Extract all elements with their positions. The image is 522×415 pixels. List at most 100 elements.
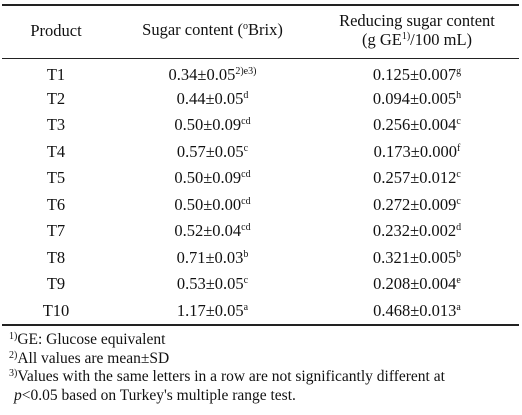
sugar-superscript: d (243, 89, 249, 101)
cell-sugar-content: 0.50±0.09cd (110, 112, 315, 139)
reducing-superscript: c (456, 116, 461, 128)
cell-product: T1 (2, 59, 110, 86)
footnote-3-cont: <0.05 based on Turkey's multiple range t… (21, 386, 296, 404)
cell-sugar-content: 0.57±0.05c (110, 139, 315, 166)
footnote-3-cont-line: p<0.05 based on Turkey's multiple range … (9, 387, 520, 406)
cell-product: T3 (2, 112, 110, 139)
cell-reducing-sugar: 0.232±0.002d (315, 218, 519, 245)
sugar-superscript: cd (241, 195, 251, 207)
cell-sugar-content: 0.44±0.05d (110, 86, 315, 113)
sugar-superscript: a (243, 301, 249, 313)
sugar-value: 1.17±0.05 (176, 300, 244, 320)
cell-sugar-content: 0.52±0.04cd (110, 218, 315, 245)
header-sugar-sup: o (242, 21, 248, 32)
footnote-3: 3)Values with the same letters in a row … (9, 368, 520, 405)
reducing-superscript: c (456, 169, 461, 181)
sugar-value: 0.52±0.04 (174, 221, 242, 241)
sugar-value: 0.50±0.09 (174, 168, 242, 188)
table-row: T1 0.34±0.052)e3) 0.125±0.007g (2, 59, 519, 86)
table-row: T10 1.17±0.05a 0.468±0.013a (2, 298, 519, 325)
cell-reducing-sugar: 0.468±0.013a (315, 298, 519, 325)
product-name: T5 (46, 168, 66, 188)
reducing-value: 0.125±0.007 (372, 64, 457, 84)
header-rule (2, 58, 519, 59)
sugar-superscript: c (243, 142, 249, 154)
cell-reducing-sugar: 0.208±0.004e (315, 271, 519, 298)
header-reducing-line1: Reducing sugar content (339, 10, 495, 30)
cell-product: T9 (2, 271, 110, 298)
product-name: T2 (46, 88, 66, 108)
sugar-superscript: cd (241, 222, 251, 234)
footnote-1: 1)GE: Glucose equivalent (9, 331, 520, 350)
cell-product: T5 (2, 165, 110, 192)
header-row: Product Sugar content (oBrix) Reducing s… (2, 0, 519, 59)
bottom-rule (2, 324, 519, 326)
cell-product: T2 (2, 86, 110, 113)
reducing-value: 0.272±0.009 (373, 194, 457, 214)
cell-product: T10 (2, 298, 110, 325)
footnote-1-mark: 1) (9, 331, 18, 342)
reducing-superscript: a (456, 301, 461, 313)
table-row: T2 0.44±0.05d 0.094±0.005h (2, 86, 519, 113)
sugar-superscript: 2)e3) (235, 65, 257, 77)
sugar-value: 0.50±0.09 (174, 115, 242, 135)
footnote-3-italic: p (14, 386, 22, 404)
sugar-superscript: b (243, 248, 249, 260)
header-reducing-sugar: Reducing sugar content (g GE1)/100 mL) (315, 0, 519, 59)
sugar-value: 0.53±0.05 (176, 274, 244, 294)
table-row: T5 0.50±0.09cd 0.257±0.012c (2, 165, 519, 192)
cell-reducing-sugar: 0.321±0.005b (315, 245, 519, 272)
table-row: T4 0.57±0.05c 0.173±0.000f (2, 139, 519, 166)
reducing-superscript: g (456, 65, 462, 77)
cell-sugar-content: 0.71±0.03b (110, 245, 315, 272)
reducing-value: 0.208±0.004 (373, 274, 457, 294)
sugar-value: 0.57±0.05 (176, 141, 244, 161)
header-sugar-text: Sugar content ( (142, 20, 243, 39)
footnote-2-mark: 2) (9, 349, 18, 361)
cell-sugar-content: 0.53±0.05c (110, 271, 315, 298)
product-name: T1 (46, 64, 66, 84)
product-name: T10 (42, 300, 70, 320)
product-name: T7 (46, 221, 66, 241)
reducing-value: 0.257±0.012 (373, 168, 457, 188)
sugar-superscript: c (243, 275, 249, 287)
cell-reducing-sugar: 0.173±0.000f (315, 139, 519, 166)
table-row: T9 0.53±0.05c 0.208±0.004e (2, 271, 519, 298)
cell-sugar-content: 1.17±0.05a (110, 298, 315, 325)
header-product: Product (30, 21, 82, 40)
reducing-superscript: d (456, 222, 462, 234)
sugar-value: 0.44±0.05 (176, 88, 244, 108)
cell-product: T6 (2, 192, 110, 219)
reducing-superscript: f (456, 142, 461, 154)
reducing-value: 0.232±0.002 (372, 221, 457, 241)
sugar-superscript: cd (241, 169, 251, 181)
header-sugar-content: Sugar content (oBrix) (110, 0, 315, 59)
product-name: T3 (46, 115, 66, 135)
footnotes: 1)GE: Glucose equivalent 2)All values ar… (9, 331, 520, 405)
product-name: T6 (46, 194, 66, 214)
table-row: T3 0.50±0.09cd 0.256±0.004c (2, 112, 519, 139)
cell-sugar-content: 0.34±0.052)e3) (110, 59, 315, 86)
sugar-value: 0.71±0.03 (176, 247, 244, 267)
reducing-superscript: e (456, 275, 461, 287)
cell-reducing-sugar: 0.257±0.012c (315, 165, 519, 192)
sugar-value: 0.34±0.05 (168, 64, 236, 84)
table-row: T8 0.71±0.03b 0.321±0.005b (2, 245, 519, 272)
top-rule (2, 4, 519, 6)
sugar-content-table: Product Sugar content (oBrix) Reducing s… (2, 0, 519, 324)
cell-reducing-sugar: 0.256±0.004c (315, 112, 519, 139)
header-reducing-line2-sup: 1) (401, 30, 411, 42)
cell-reducing-sugar: 0.125±0.007g (315, 59, 519, 86)
reducing-value: 0.094±0.005 (372, 88, 457, 108)
footnote-2: 2)All values are mean±SD (9, 350, 520, 369)
table-row: T6 0.50±0.00cd 0.272±0.009c (2, 192, 519, 219)
reducing-value: 0.256±0.004 (373, 115, 457, 135)
cell-sugar-content: 0.50±0.00cd (110, 192, 315, 219)
reducing-value: 0.173±0.000 (373, 141, 457, 161)
reducing-superscript: h (456, 89, 462, 101)
product-name: T8 (46, 247, 66, 267)
footnote-3-text: Values with the same letters in a row ar… (17, 368, 445, 385)
cell-reducing-sugar: 0.272±0.009c (315, 192, 519, 219)
cell-product: T4 (2, 139, 110, 166)
